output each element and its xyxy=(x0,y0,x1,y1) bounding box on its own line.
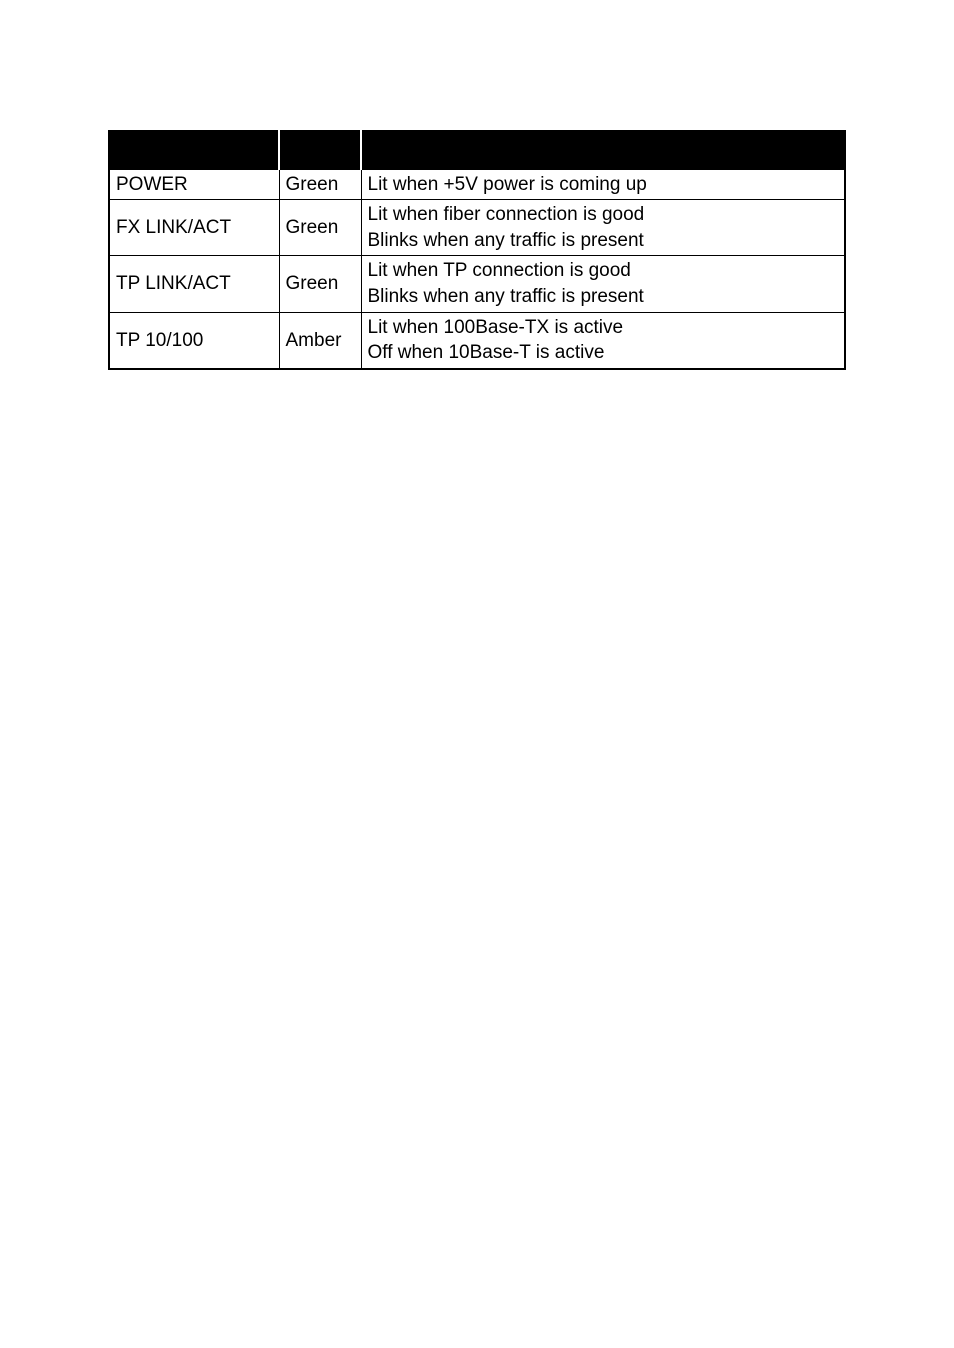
cell-function: Lit when fiber connection is goodBlinks … xyxy=(361,200,845,256)
header-led xyxy=(109,131,279,169)
header-function xyxy=(361,131,845,169)
cell-led: FX LINK/ACT xyxy=(109,200,279,256)
cell-led: TP LINK/ACT xyxy=(109,256,279,312)
cell-function: Lit when +5V power is coming up xyxy=(361,169,845,200)
table-row: POWER Green Lit when +5V power is coming… xyxy=(109,169,845,200)
cell-color: Green xyxy=(279,169,361,200)
table-row: TP 10/100 Amber Lit when 100Base-TX is a… xyxy=(109,312,845,369)
led-indicator-table: POWER Green Lit when +5V power is coming… xyxy=(108,130,846,370)
table-row: TP LINK/ACT Green Lit when TP connection… xyxy=(109,256,845,312)
cell-color: Amber xyxy=(279,312,361,369)
cell-color: Green xyxy=(279,200,361,256)
cell-function: Lit when TP connection is goodBlinks whe… xyxy=(361,256,845,312)
cell-function: Lit when 100Base-TX is activeOff when 10… xyxy=(361,312,845,369)
table-header xyxy=(109,131,845,169)
cell-led: POWER xyxy=(109,169,279,200)
table-body: POWER Green Lit when +5V power is coming… xyxy=(109,169,845,369)
cell-led: TP 10/100 xyxy=(109,312,279,369)
cell-color: Green xyxy=(279,256,361,312)
table-header-row xyxy=(109,131,845,169)
table-row: FX LINK/ACT Green Lit when fiber connect… xyxy=(109,200,845,256)
header-color xyxy=(279,131,361,169)
